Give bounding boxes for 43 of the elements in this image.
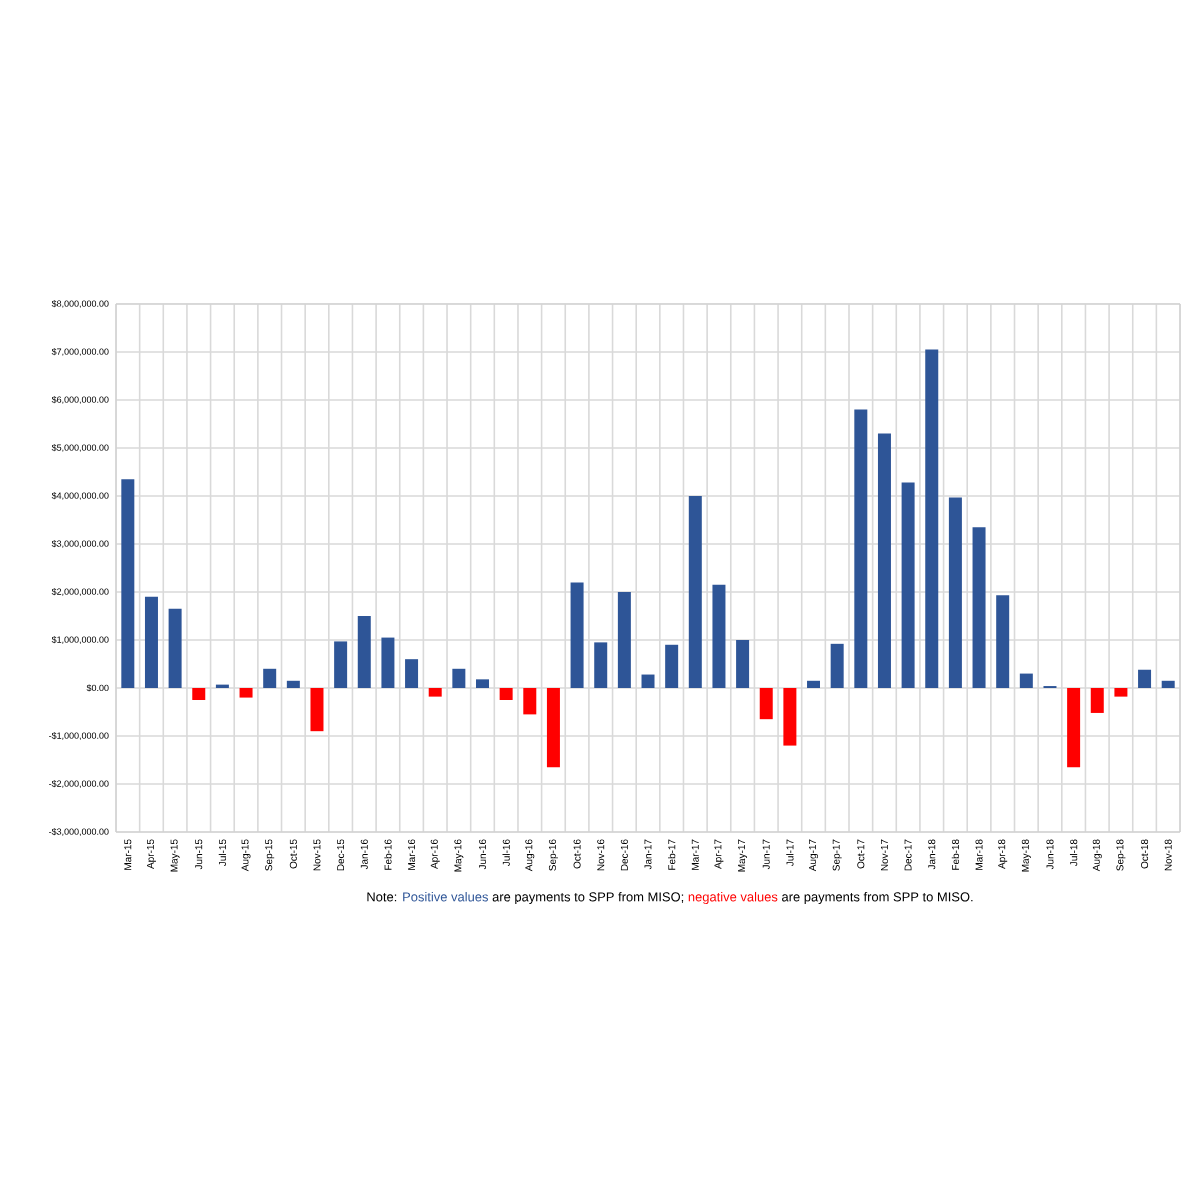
- bar: [546, 687, 560, 768]
- bar: [357, 615, 371, 688]
- bar: [617, 591, 631, 688]
- bar: [286, 680, 300, 688]
- bar: [452, 668, 466, 688]
- bar: [1090, 687, 1104, 713]
- bar: [1138, 669, 1152, 688]
- bar: [759, 687, 773, 720]
- bar: [594, 642, 608, 688]
- bar: [854, 409, 868, 688]
- bar: [712, 584, 726, 688]
- bar: [1114, 687, 1128, 697]
- bar: [736, 639, 750, 688]
- bar: [476, 679, 489, 688]
- bar: [996, 595, 1010, 688]
- bar: [334, 641, 348, 688]
- bar: [877, 433, 891, 688]
- bar: [901, 482, 915, 688]
- bar: [121, 479, 135, 688]
- bar: [192, 687, 206, 700]
- bar: [1019, 673, 1033, 688]
- bar: [263, 668, 277, 688]
- bar: [830, 643, 844, 688]
- bar: [381, 637, 395, 688]
- bar: [310, 687, 324, 732]
- bar: [925, 349, 939, 688]
- bar: [523, 687, 537, 715]
- bar: [948, 497, 962, 688]
- bar: [783, 687, 797, 746]
- bar: [807, 680, 821, 688]
- bar: [688, 495, 702, 688]
- bar: [570, 582, 584, 688]
- bar: [405, 659, 419, 688]
- bar: [428, 687, 442, 697]
- bar: [144, 596, 158, 688]
- bar: [499, 687, 513, 700]
- bar: [641, 674, 655, 688]
- bar: [665, 644, 679, 688]
- bar: [1067, 687, 1081, 768]
- bar: [168, 608, 182, 688]
- bar: [1161, 680, 1175, 688]
- bar: [239, 687, 253, 698]
- bar: [972, 527, 986, 688]
